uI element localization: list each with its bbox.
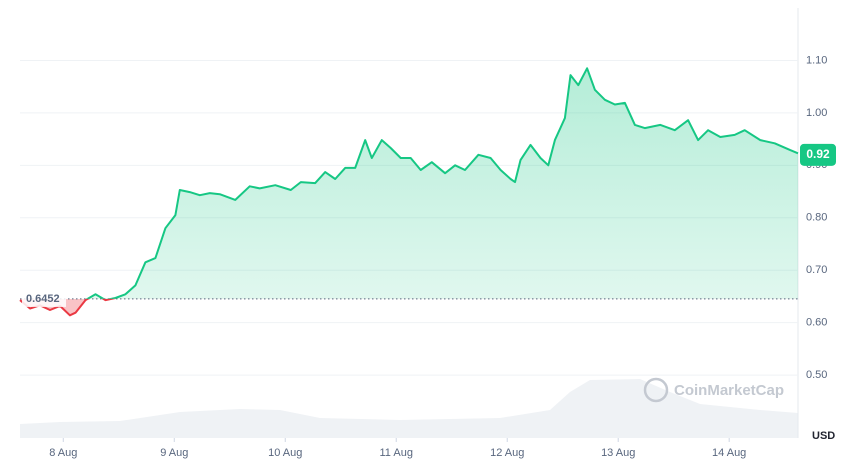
volume-area: [20, 379, 798, 438]
baseline-label: 0.6452: [26, 293, 60, 305]
x-tick-label: 8 Aug: [49, 447, 77, 459]
x-tick-label: 12 Aug: [490, 447, 524, 459]
watermark-logo: [643, 377, 669, 403]
y-unit: USD: [812, 430, 835, 442]
y-tick-label: 0.60: [806, 317, 827, 329]
baseline-label-bg: [22, 290, 66, 307]
x-tick-label: 10 Aug: [268, 447, 302, 459]
y-tick-label: 0.70: [806, 264, 827, 276]
y-tick-label: 1.10: [806, 54, 827, 66]
y-tick-label: 0.50: [806, 369, 827, 381]
price-line-above: [85, 67, 799, 299]
area-above: [87, 68, 798, 299]
y-tick-label: 1.00: [806, 107, 827, 119]
x-tick-label: 14 Aug: [712, 447, 746, 459]
x-tick-label: 13 Aug: [601, 447, 635, 459]
watermark: CoinMarketCap: [674, 382, 784, 399]
x-tick-label: 9 Aug: [160, 447, 188, 459]
y-tick-label: 0.80: [806, 212, 827, 224]
current-price-badge: [800, 143, 836, 166]
current-price-label: 0.92: [806, 147, 830, 161]
x-tick-label: 11 Aug: [380, 447, 413, 459]
